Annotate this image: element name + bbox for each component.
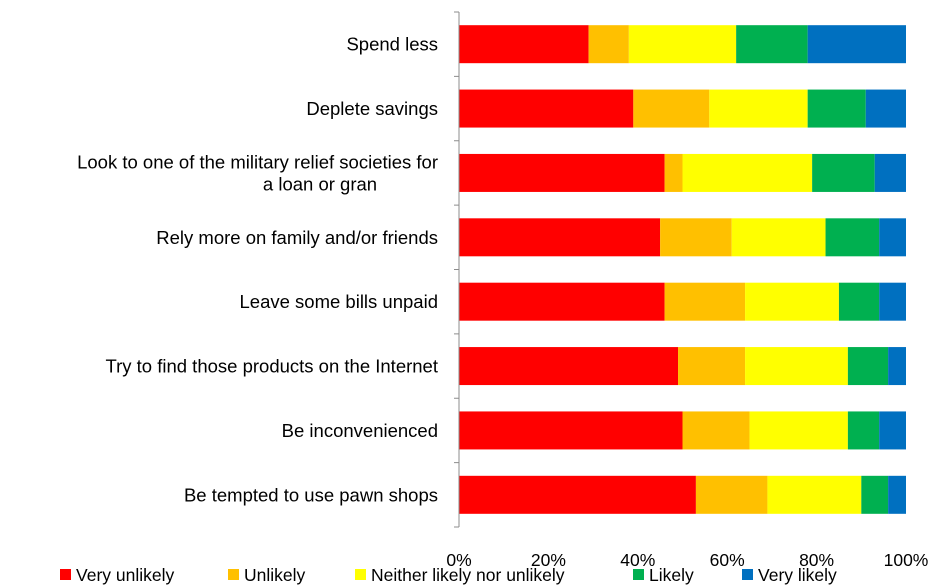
legend-swatch — [355, 569, 366, 580]
category-label: Spend less — [346, 34, 438, 55]
bar-segment — [838, 282, 880, 321]
bar-segment — [745, 347, 848, 386]
bar-segment — [459, 282, 665, 321]
category-label: Leave some bills unpaid — [240, 291, 439, 312]
bar-segment — [660, 218, 732, 257]
bar-segment — [633, 89, 710, 128]
bar-segment — [847, 347, 889, 386]
bar-segment — [709, 89, 808, 128]
bar-segment — [664, 153, 683, 192]
legend-label: Likely — [649, 565, 694, 585]
bar-segment — [888, 347, 906, 386]
category-labels: Spend less Deplete savings Look to one of … — [77, 34, 438, 506]
bar-segment — [459, 25, 589, 64]
legend-swatch — [60, 569, 71, 580]
bar-segment — [865, 89, 906, 128]
bar-segment — [879, 218, 906, 257]
bar-segment — [825, 218, 880, 257]
category-label: Be inconvenienced — [282, 420, 438, 441]
legend-swatch — [228, 569, 239, 580]
category-label: Be tempted to use pawn shops — [184, 484, 438, 505]
bar-segment — [664, 282, 746, 321]
x-tick-label: 0% — [446, 550, 471, 570]
x-tick-label: 60% — [710, 550, 745, 570]
legend-swatch — [742, 569, 753, 580]
bar-segment — [879, 411, 906, 450]
category-label: Deplete savings — [306, 98, 438, 119]
bar-segment — [749, 411, 848, 450]
tick-labels: 0% 20% 40% 60% 80% 100% — [446, 550, 928, 570]
bar-segment — [847, 411, 880, 450]
bar-segment — [731, 218, 826, 257]
bar-segment — [459, 218, 661, 257]
x-tick-label: 80% — [799, 550, 834, 570]
bar-segment — [459, 347, 679, 386]
x-tick-label: 100% — [884, 550, 929, 570]
bar-segment — [745, 282, 839, 321]
bar-segment — [678, 347, 746, 386]
bar-segment — [736, 25, 808, 64]
bar-segment — [874, 153, 906, 192]
category-label: Rely more on family and/or friends — [156, 227, 438, 248]
legend-label: Unlikely — [244, 565, 306, 585]
bar-segment — [812, 153, 875, 192]
bar-segment — [459, 475, 696, 514]
x-tick-label: 20% — [531, 550, 566, 570]
category-label: Look to one of the military relief socie… — [77, 151, 438, 172]
bars-layer — [459, 25, 906, 514]
legend-label: Very likely — [758, 565, 837, 585]
bar-segment — [807, 89, 866, 128]
legend: Very unlikely Unlikely Neither likely nor … — [60, 565, 837, 585]
bar-segment — [767, 475, 862, 514]
bar-segment — [695, 475, 768, 514]
bar-segment — [459, 411, 683, 450]
legend-label: Neither likely nor unlikely — [371, 565, 565, 585]
x-tick-label: 40% — [620, 550, 655, 570]
category-label: Try to find those products on the Intern… — [105, 356, 438, 377]
bar-segment — [682, 411, 750, 450]
bar-segment — [459, 153, 665, 192]
category-label: a loan or gran — [263, 173, 377, 194]
bar-segment — [459, 89, 634, 128]
bar-segment — [861, 475, 889, 514]
axis-layer — [454, 11, 460, 528]
bar-segment — [682, 153, 813, 192]
bar-segment — [879, 282, 906, 321]
bar-segment — [628, 25, 737, 64]
bar-segment — [807, 25, 906, 64]
bar-segment — [888, 475, 906, 514]
bar-segment — [588, 25, 629, 64]
legend-swatch — [633, 569, 644, 580]
legend-label: Very unlikely — [76, 565, 174, 585]
